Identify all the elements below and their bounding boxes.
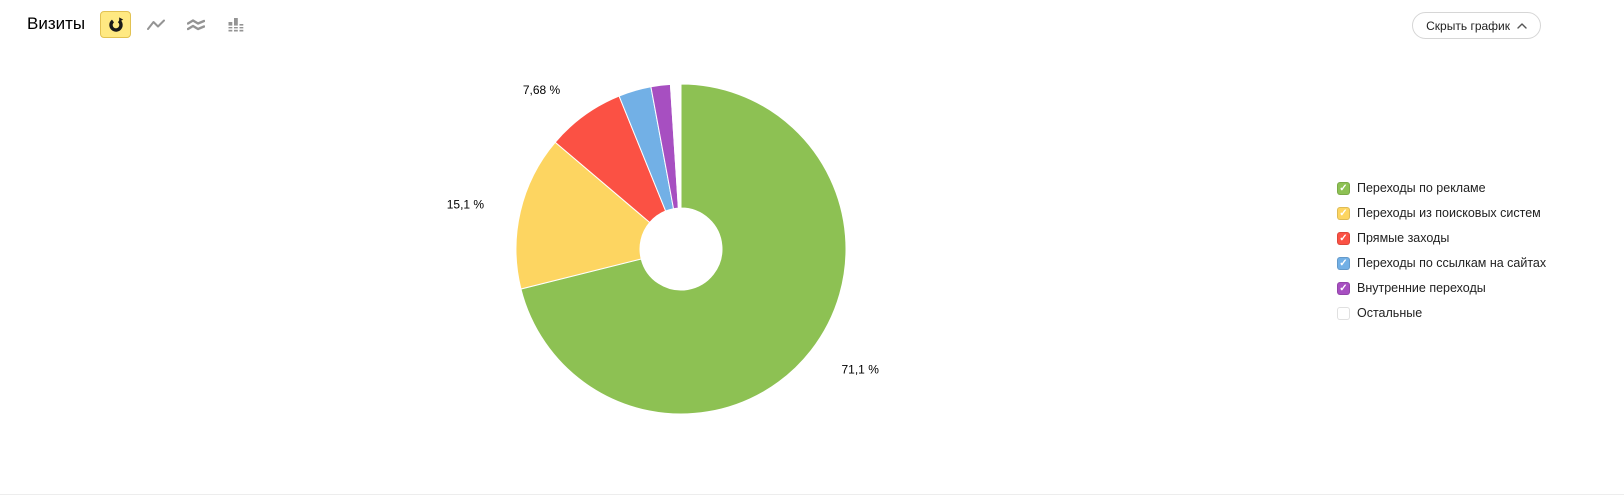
- legend-label: Переходы по рекламе: [1357, 181, 1486, 195]
- legend-label: Внутренние переходы: [1357, 281, 1486, 295]
- pie-slice[interactable]: [520, 83, 847, 415]
- legend-item[interactable]: ✓ Переходы по рекламе: [1337, 181, 1546, 195]
- legend-label: Прямые заходы: [1357, 231, 1450, 245]
- legend-checkbox[interactable]: ✓: [1337, 206, 1350, 220]
- check-icon: ✓: [1339, 307, 1348, 319]
- donut-chart[interactable]: 71,1 % 15,1 % 7,68 %: [400, 29, 960, 469]
- hide-chart-label: Скрыть график: [1426, 18, 1510, 33]
- pie-slice[interactable]: [515, 141, 651, 290]
- slice-percent-label: 15,1 %: [447, 197, 485, 211]
- check-icon: ✓: [1339, 232, 1348, 244]
- legend-label: Переходы из поисковых систем: [1357, 206, 1541, 220]
- page-title: Визиты: [27, 14, 86, 33]
- slice-percent-label: 71,1 %: [842, 363, 880, 377]
- bar-chart-toggle-button[interactable]: [220, 11, 251, 38]
- pie-chart-icon: [108, 16, 123, 32]
- chart-legend: ✓ Переходы по рекламе ✓ Переходы из поисков…: [1337, 181, 1546, 331]
- bar-chart-icon: [227, 18, 244, 32]
- stacked-area-toggle-button[interactable]: [180, 11, 211, 38]
- legend-label: Остальные: [1357, 306, 1423, 320]
- legend-checkbox[interactable]: ✓: [1337, 181, 1350, 195]
- check-icon: ✓: [1339, 257, 1348, 269]
- line-chart-toggle-button[interactable]: [140, 11, 171, 38]
- legend-checkbox[interactable]: ✓: [1337, 231, 1350, 245]
- check-icon: ✓: [1339, 182, 1348, 194]
- check-icon: ✓: [1339, 282, 1348, 294]
- pie-chart-toggle-button[interactable]: [100, 11, 131, 38]
- legend-checkbox[interactable]: ✓: [1337, 281, 1350, 295]
- hide-chart-button[interactable]: Скрыть график: [1412, 12, 1541, 39]
- legend-item[interactable]: ✓ Остальные: [1337, 306, 1546, 320]
- legend-checkbox[interactable]: ✓: [1337, 306, 1350, 320]
- stacked-area-icon: [186, 18, 205, 30]
- check-icon: ✓: [1339, 207, 1348, 219]
- pie-slice[interactable]: [669, 83, 682, 209]
- legend-item[interactable]: ✓ Переходы из поисковых систем: [1337, 206, 1546, 220]
- legend-item[interactable]: ✓ Прямые заходы: [1337, 231, 1546, 245]
- legend-item[interactable]: ✓ Внутренние переходы: [1337, 281, 1546, 295]
- legend-checkbox[interactable]: ✓: [1337, 256, 1350, 270]
- legend-label: Переходы по ссылкам на сайтах: [1357, 256, 1547, 270]
- legend-item[interactable]: ✓ Переходы по ссылкам на сайтах: [1337, 256, 1546, 270]
- slice-percent-label: 7,68 %: [523, 83, 561, 97]
- line-chart-icon: [146, 19, 165, 30]
- chevron-up-icon: [1517, 22, 1527, 29]
- chart-type-toggle: [100, 11, 251, 38]
